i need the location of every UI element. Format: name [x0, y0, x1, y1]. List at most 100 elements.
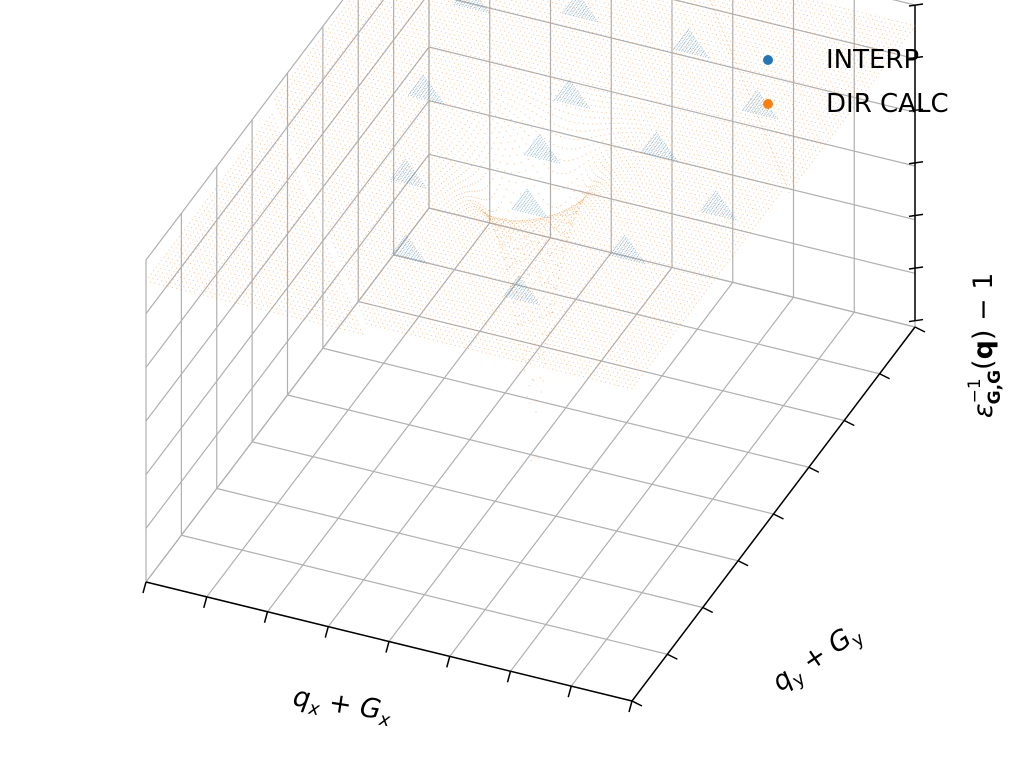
scatter-point-dir-calc	[526, 28, 528, 30]
scatter-point-dir-calc	[440, 59, 442, 61]
scatter-point-dir-calc	[274, 207, 276, 209]
scatter-point-dir-calc	[298, 188, 300, 190]
scatter-point-dir-calc	[277, 223, 279, 226]
scatter-point-dir-calc	[304, 134, 306, 136]
scatter-point-dir-calc	[451, 66, 453, 68]
scatter-point-dir-calc	[439, 149, 441, 151]
scatter-point-dir-calc	[397, 129, 399, 132]
scatter-point-dir-calc	[241, 263, 243, 265]
scatter-point-dir-calc	[379, 229, 381, 231]
scatter-point-dir-calc	[467, 9, 469, 11]
x-tick	[324, 626, 329, 638]
scatter-point-dir-calc	[279, 268, 281, 271]
scatter-point-dir-calc	[357, 22, 360, 25]
scatter-point-dir-calc	[194, 284, 196, 286]
scatter-point-dir-calc	[196, 212, 199, 214]
scatter-point-dir-calc	[489, 14, 491, 17]
scatter-point-dir-calc	[265, 128, 267, 130]
scatter-point-dir-calc	[275, 288, 277, 290]
scatter-point-dir-calc	[351, 210, 353, 213]
scatter-point-dir-calc	[260, 280, 262, 282]
scatter-point-dir-calc	[280, 240, 282, 242]
scatter-point-dir-calc	[304, 58, 307, 60]
scatter-point-dir-calc	[377, 177, 379, 179]
scatter-point-dir-calc	[209, 223, 211, 225]
scatter-point-dir-calc	[280, 104, 282, 106]
scatter-point-dir-calc	[273, 118, 275, 120]
scatter-point-dir-calc	[337, 243, 339, 245]
scatter-point-dir-calc	[398, 24, 400, 26]
scatter-point-dir-calc	[355, 102, 357, 104]
scatter-point-dir-calc	[442, 168, 444, 170]
grid-line-floor-y	[322, 347, 810, 468]
scatter-point-dir-calc	[249, 281, 251, 283]
scatter-point-dir-calc	[319, 230, 321, 232]
scatter-point-dir-calc	[488, 2, 490, 4]
scatter-point-dir-calc	[360, 164, 362, 166]
scatter-point-dir-calc	[404, 135, 406, 137]
scatter-point-dir-calc	[377, 156, 379, 159]
scatter-point-dir-calc	[376, 233, 379, 235]
scatter-point-dir-calc	[341, 204, 343, 206]
scatter-point-dir-calc	[177, 280, 179, 282]
scatter-point-dir-calc	[369, 235, 372, 237]
scatter-point-dir-calc	[344, 221, 346, 223]
scatter-point-dir-calc	[420, 2, 422, 4]
scatter-point-dir-calc	[381, 186, 383, 188]
scatter-point-dir-calc	[281, 225, 283, 227]
scatter-point-dir-calc	[551, 9, 553, 11]
scatter-point-dir-calc	[359, 200, 361, 202]
scatter-point-dir-calc	[381, 40, 383, 42]
scatter-point-dir-calc	[370, 227, 372, 229]
scatter-point-dir-calc	[454, 105, 456, 107]
scatter-point-dir-calc	[425, 3, 427, 5]
scatter-point-dir-calc	[428, 169, 430, 171]
scatter-point-dir-calc	[344, 19, 346, 21]
scatter-point-dir-calc	[350, 198, 352, 200]
scatter-point-dir-calc	[453, 42, 455, 44]
scatter-point-dir-calc	[250, 140, 253, 143]
scatter-point-dir-calc	[408, 213, 410, 215]
scatter-point-dir-calc	[523, 60, 526, 62]
scatter-point-dir-calc	[300, 310, 302, 312]
scatter-point-dir-calc	[336, 251, 338, 253]
scatter-point-dir-calc	[241, 195, 243, 197]
scatter-point-dir-calc	[372, 135, 374, 137]
scatter-point-dir-calc	[310, 71, 312, 73]
scatter-point-dir-calc	[507, 47, 509, 49]
scatter-point-dir-calc	[223, 287, 225, 289]
scatter-point-dir-calc	[503, 38, 505, 40]
scatter-point-dir-calc	[352, 223, 355, 225]
scatter-point-dir-calc	[400, 155, 402, 157]
scatter-point-dir-calc	[242, 276, 245, 278]
scatter-point-dir-calc	[335, 298, 337, 300]
scatter-point-dir-calc	[340, 191, 342, 194]
scatter-point-dir-calc	[398, 170, 400, 173]
scatter-point-dir-calc	[310, 256, 312, 258]
scatter-point-dir-calc	[376, 192, 378, 195]
scatter-point-dir-calc	[320, 134, 322, 136]
scatter-point-dir-calc	[252, 145, 254, 147]
scatter-point-dir-calc	[366, 150, 368, 152]
scatter-point-dir-calc	[334, 101, 336, 104]
scatter-point-dir-calc	[400, 195, 402, 197]
scatter-point-dir-calc	[166, 273, 168, 275]
scatter-point-dir-calc	[345, 11, 347, 13]
scatter-point-dir-calc	[195, 248, 197, 250]
scatter-point-dir-calc	[428, 40, 430, 42]
scatter-point-dir-calc	[300, 105, 302, 107]
scatter-point-dir-calc	[368, 126, 370, 128]
scatter-point-dir-calc	[438, 134, 440, 137]
scatter-point-dir-calc	[233, 261, 235, 263]
scatter-point-dir-calc	[341, 244, 344, 246]
scatter-point-dir-calc	[455, 144, 458, 146]
scatter-point-dir-calc	[362, 149, 364, 151]
scatter-point-dir-calc	[472, 112, 474, 114]
scatter-point-dir-calc	[416, 98, 418, 100]
scatter-point-dir-calc	[257, 291, 259, 293]
scatter-point-dir-calc	[295, 192, 297, 194]
scatter-point-dir-calc	[228, 260, 230, 262]
scatter-point-dir-calc	[371, 143, 373, 145]
scatter-point-dir-calc	[372, 58, 374, 60]
scatter-point-dir-calc	[381, 12, 383, 14]
